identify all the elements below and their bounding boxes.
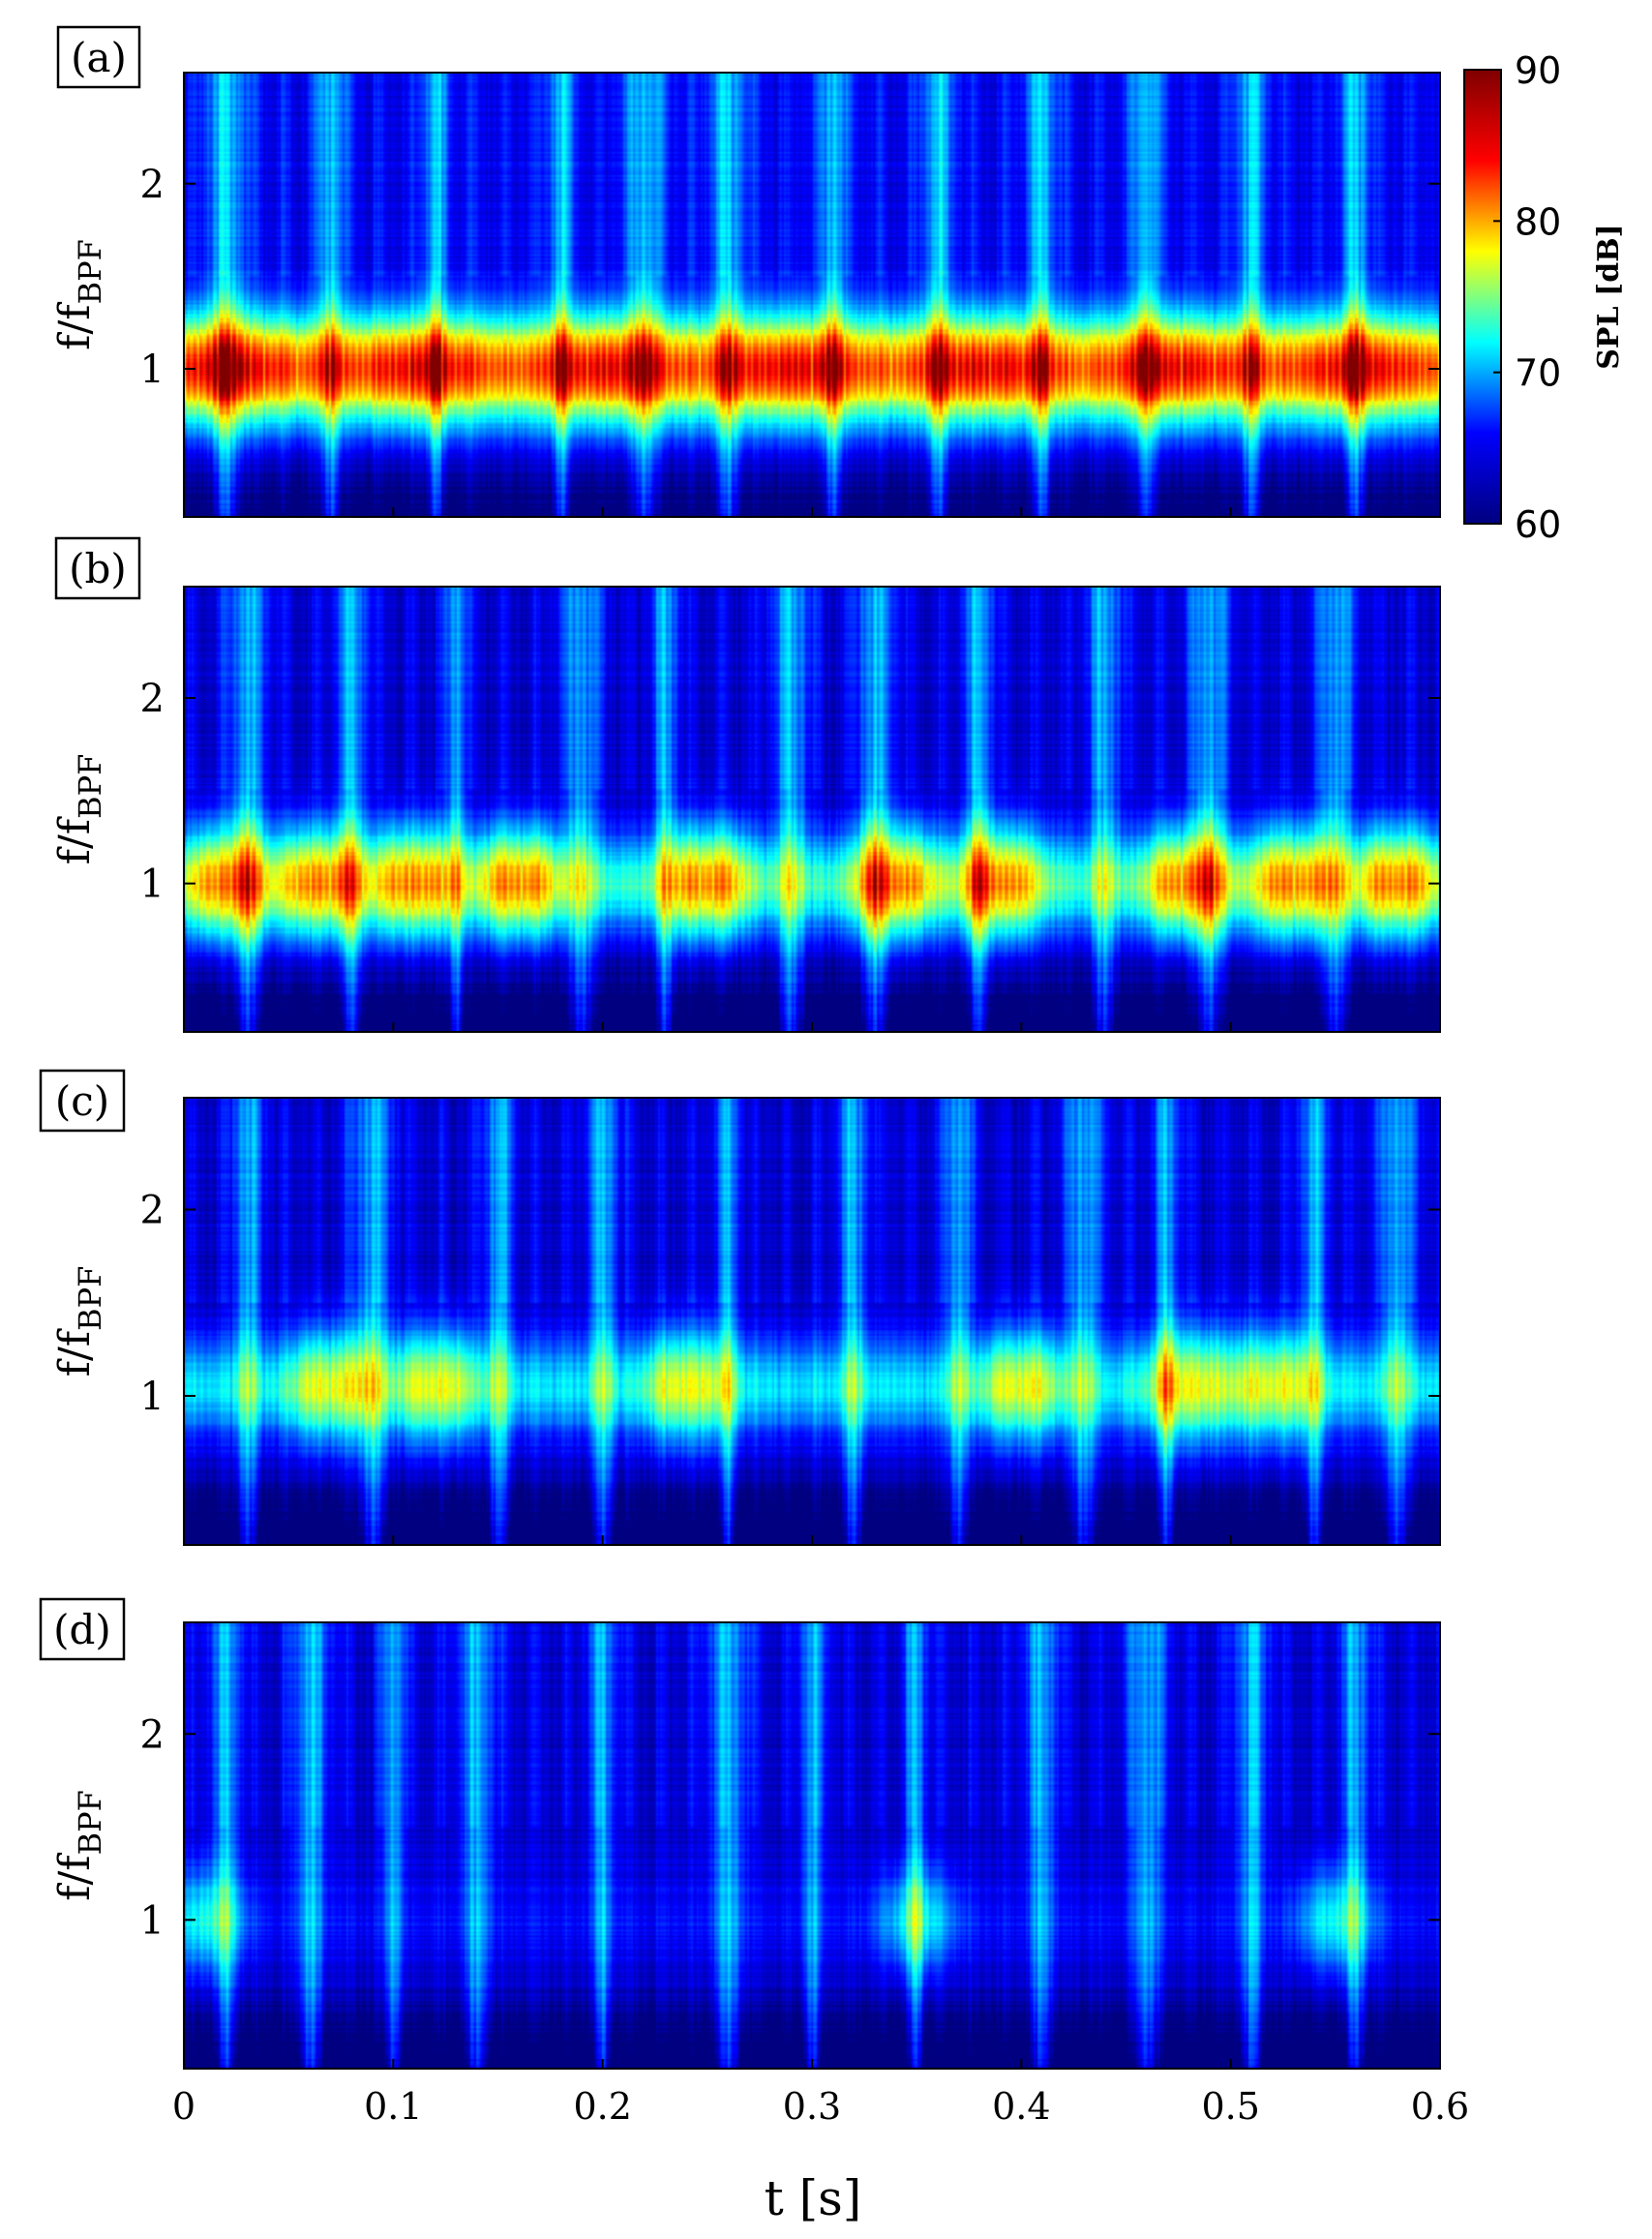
panel-label-box bbox=[56, 25, 141, 89]
x-tick-label: 0 bbox=[172, 2085, 195, 2128]
y-axis-label-subscript: BPF bbox=[72, 1266, 108, 1331]
panel-label-box bbox=[54, 536, 141, 600]
panel-label: (a) bbox=[71, 34, 127, 81]
y-tick-label: 2 bbox=[140, 163, 165, 207]
panel-label: (c) bbox=[55, 1077, 109, 1125]
y-tick-label: 2 bbox=[140, 677, 165, 721]
x-tick-label: 0.2 bbox=[573, 2085, 631, 2128]
panel-c: 1 2 f/fBPF (c) bbox=[39, 1069, 1441, 1546]
panel-d: 1 2 0 0.1 0.2 0.3 0.4 0.5 0.6 f/fBPF (d) bbox=[39, 1597, 1469, 2128]
spectrogram-heatmap bbox=[184, 1098, 1440, 1545]
y-axis-label: f/fBPF bbox=[50, 1266, 108, 1377]
y-axis-label: f/fBPF bbox=[50, 754, 108, 865]
panel-label: (b) bbox=[69, 545, 127, 592]
panel-b: 1 2 f/fBPF (b) bbox=[50, 536, 1441, 1033]
panel-label-box bbox=[39, 1069, 126, 1133]
colorbar-tick-label: 80 bbox=[1515, 200, 1561, 243]
panel-a: 1 2 f/fBPF (a) bbox=[50, 25, 1441, 518]
y-axis-label: f/fBPF bbox=[50, 239, 108, 350]
x-tick-label: 0.4 bbox=[992, 2085, 1050, 2128]
y-tick-label: 2 bbox=[140, 1712, 165, 1757]
x-tick-label: 0.6 bbox=[1411, 2085, 1469, 2128]
x-tick-label: 0.3 bbox=[783, 2085, 841, 2128]
y-tick-label: 1 bbox=[140, 1375, 165, 1419]
y-axis-label-subscript: BPF bbox=[72, 1790, 108, 1855]
x-tick-label: 0.5 bbox=[1201, 2085, 1259, 2128]
y-axis-label-main: f/f bbox=[50, 816, 100, 864]
y-axis-label-main: f/f bbox=[50, 302, 100, 350]
colorbar-tick-label: 90 bbox=[1515, 49, 1561, 92]
spectrogram-heatmap bbox=[184, 587, 1440, 1032]
spectrogram-heatmap bbox=[184, 73, 1440, 517]
y-axis-label: f/fBPF bbox=[50, 1790, 108, 1901]
y-axis-label-main: f/f bbox=[50, 1328, 100, 1377]
y-axis-label-main: f/f bbox=[50, 1853, 100, 1901]
y-axis-label-subscript: BPF bbox=[72, 239, 108, 304]
y-tick-label: 1 bbox=[140, 1898, 165, 1943]
spectrogram-heatmap bbox=[184, 1622, 1440, 2069]
y-tick-label: 1 bbox=[140, 862, 165, 907]
panel-label: (d) bbox=[53, 1606, 111, 1653]
y-tick-label: 2 bbox=[140, 1189, 165, 1233]
y-tick-label: 1 bbox=[140, 348, 165, 392]
x-tick-label: 0.1 bbox=[364, 2085, 422, 2128]
y-axis-label-subscript: BPF bbox=[72, 754, 108, 819]
x-axis-label: t [s] bbox=[765, 2170, 862, 2226]
colorbar: 90 80 70 60 SPL [dB] bbox=[1463, 49, 1626, 546]
colorbar-label: SPL [dB] bbox=[1592, 224, 1626, 369]
colorbar-tick-label: 70 bbox=[1515, 352, 1561, 395]
colorbar-tick-label: 60 bbox=[1515, 503, 1561, 546]
panel-label-box bbox=[39, 1597, 126, 1661]
colorbar-bar bbox=[1463, 69, 1502, 525]
